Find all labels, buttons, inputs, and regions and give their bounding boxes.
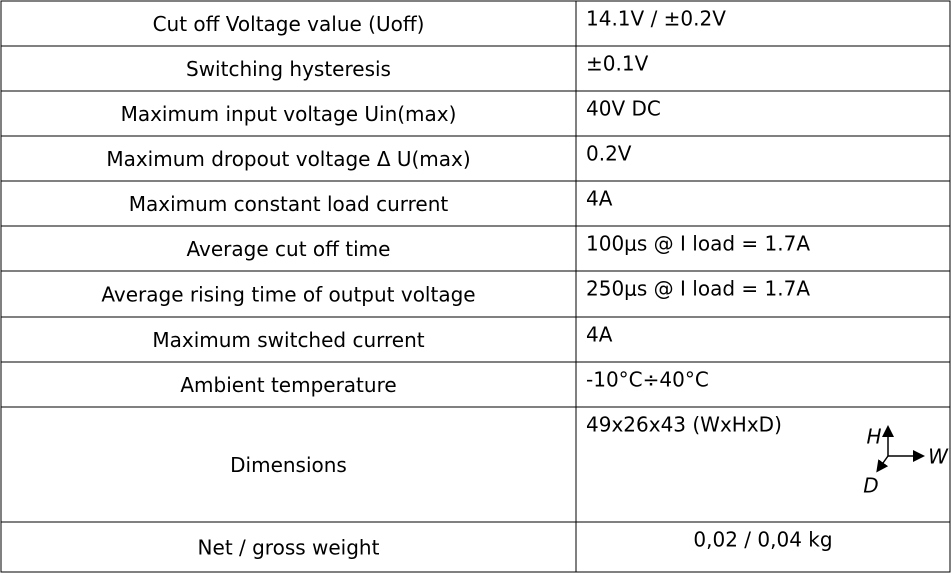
param-value: -10°C÷40°C <box>586 368 709 392</box>
param-name: Switching hysteresis <box>186 57 391 81</box>
axis-icon <box>876 425 925 473</box>
param-value: 0,02 / 0,04 kg <box>693 528 832 552</box>
param-name: Maximum input voltage Uin(max) <box>121 102 457 126</box>
param-name: Average rising time of output voltage <box>101 283 475 307</box>
arrow-d <box>876 455 889 473</box>
param-value: 49x26x43 (WxHxD) <box>586 413 782 437</box>
param-name: Net / gross weight <box>198 536 380 560</box>
cell-border <box>575 521 951 573</box>
param-value: 40V DC <box>586 97 661 121</box>
cell-border <box>575 316 951 363</box>
param-name: Average cut off time <box>187 237 391 261</box>
param-value: 14.1V / ±0.2V <box>586 7 726 31</box>
param-value: ±0.1V <box>586 52 649 76</box>
param-value: 0.2V <box>586 142 632 166</box>
param-value: 250μs @ I load = 1.7A <box>586 277 810 301</box>
param-value: 4A <box>586 323 613 347</box>
param-name: Maximum switched current <box>152 328 424 352</box>
axis-w: W <box>928 445 949 469</box>
param-name: Cut off Voltage value (Uoff) <box>153 12 425 36</box>
param-name: Ambient temperature <box>180 373 396 397</box>
param-name: Maximum dropout voltage Δ U(max) <box>106 147 470 171</box>
axis-d: D <box>863 474 878 498</box>
param-name: Dimensions <box>230 453 347 477</box>
cell-border <box>575 135 951 182</box>
cell-border <box>575 180 951 227</box>
axis-h: H <box>866 425 881 449</box>
param-name: Maximum constant load current <box>129 192 449 216</box>
param-value: 4A <box>586 187 613 211</box>
param-value: 100μs @ I load = 1.7A <box>586 232 810 256</box>
